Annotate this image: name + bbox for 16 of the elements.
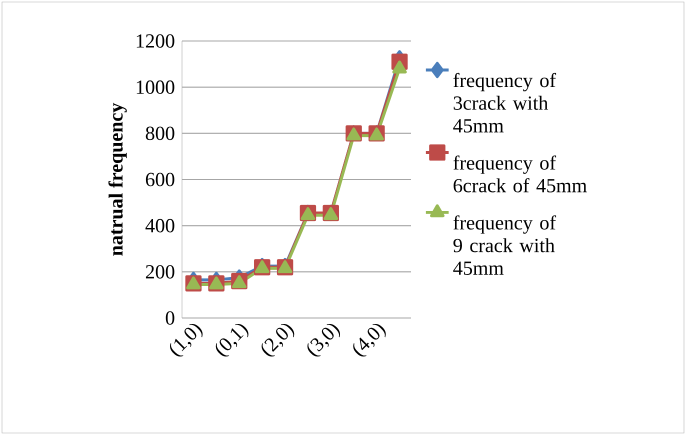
y-tick-label: 800 xyxy=(146,126,174,140)
x-tick-label: (0,1) xyxy=(216,324,248,356)
y-tick-label: 600 xyxy=(146,172,174,186)
y-tick-label: 0 xyxy=(166,311,174,325)
x-tick-label: (1,0) xyxy=(170,324,203,356)
legend-label: frequency of 6crack of 45mm xyxy=(453,155,587,192)
y-tick-label: 1000 xyxy=(136,80,174,94)
y-axis-title: natrual frequency xyxy=(108,102,127,256)
y-tick-label: 200 xyxy=(146,265,174,279)
legend-label: frequency of 9 crack with 45mm xyxy=(453,215,556,275)
x-tick-label: (3,0) xyxy=(307,324,340,356)
x-tick-label: (2,0) xyxy=(262,324,294,356)
y-tick-label: 1200 xyxy=(136,34,174,48)
x-tick-label: (4,0) xyxy=(353,324,386,356)
legend-label: frequency of 3crack with 45mm xyxy=(453,72,556,133)
y-tick-label: 400 xyxy=(145,218,174,232)
